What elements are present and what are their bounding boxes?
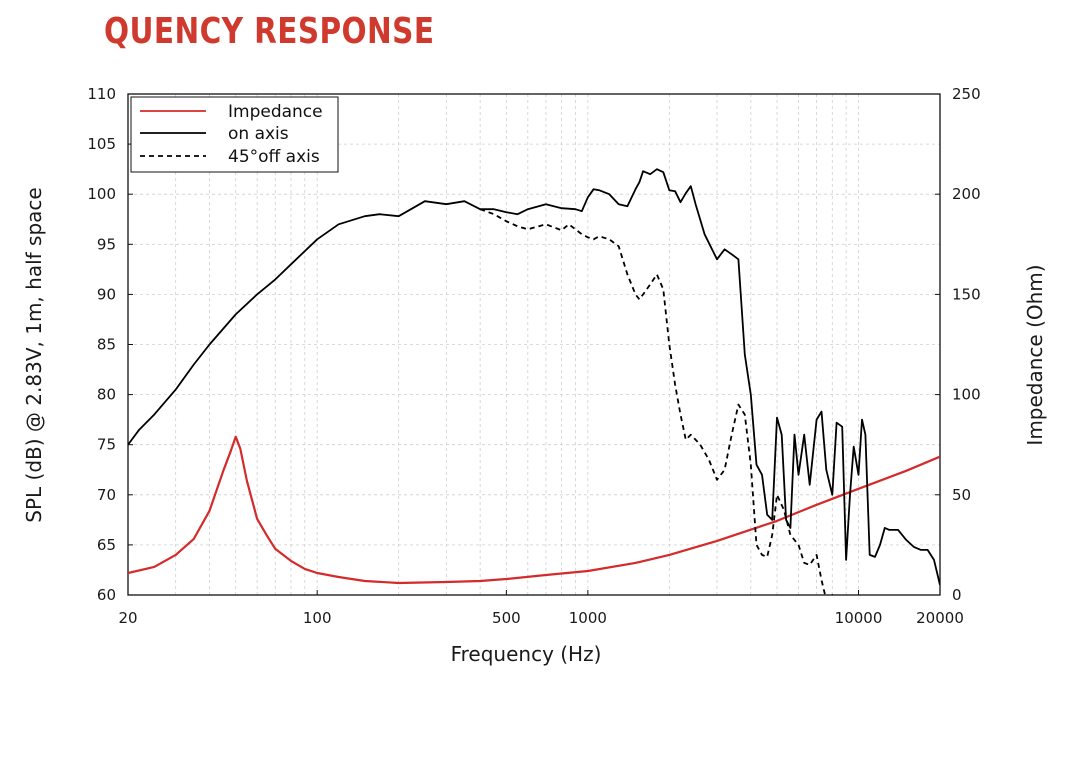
y-tick-label: 85 — [97, 336, 116, 354]
page-title: QUENCY RESPONSE — [104, 11, 435, 52]
legend-label-on-axis: on axis — [228, 124, 289, 144]
y-tick-label: 105 — [87, 135, 116, 153]
series-impedance — [128, 435, 940, 585]
series-on-axis — [128, 168, 940, 586]
y-tick-label: 65 — [97, 536, 116, 554]
tick-labels: 20 100 500 1000 10000 20000606570758085909510… — [87, 85, 980, 627]
x-axis-label: Frequency (Hz) — [451, 642, 602, 666]
y-tick-label: 110 — [87, 85, 116, 103]
y-tick-label: 100 — [87, 185, 116, 203]
y2-tick-label: 200 — [952, 185, 981, 203]
y2-tick-label: 100 — [952, 386, 981, 404]
x-tick-label: 20 — [118, 609, 137, 627]
y2-tick-label: 50 — [952, 486, 971, 504]
legend-label-impedance: Impedance — [228, 102, 323, 122]
series-layer — [128, 168, 940, 595]
series-off-axis — [479, 208, 834, 595]
x-tick-label: 100 — [303, 609, 332, 627]
y-tick-label: 75 — [97, 436, 116, 454]
legend-label-off-axis: 45°off axis — [228, 147, 320, 167]
y-tick-label: 90 — [97, 285, 116, 303]
y2-tick-label: 0 — [952, 586, 962, 604]
y-tick-label: 70 — [97, 486, 116, 504]
y2-tick-label: 250 — [952, 85, 981, 103]
y-tick-label: 95 — [97, 235, 116, 253]
x-tick-label: 10000 — [835, 609, 883, 627]
x-tick-label: 1000 — [569, 609, 607, 627]
y-tick-label: 60 — [97, 586, 116, 604]
y2-axis-label: Impedance (Ohm) — [1023, 264, 1047, 445]
legend: Impedance on axis 45°off axis — [130, 96, 339, 173]
y-axis-label: SPL (dB) @ 2.83V, 1m, half space — [22, 187, 46, 522]
x-tick-label: 20000 — [916, 609, 964, 627]
y2-tick-label: 150 — [952, 285, 981, 303]
y-tick-label: 80 — [97, 386, 116, 404]
legend-box — [130, 96, 339, 173]
x-tick-label: 500 — [492, 609, 521, 627]
